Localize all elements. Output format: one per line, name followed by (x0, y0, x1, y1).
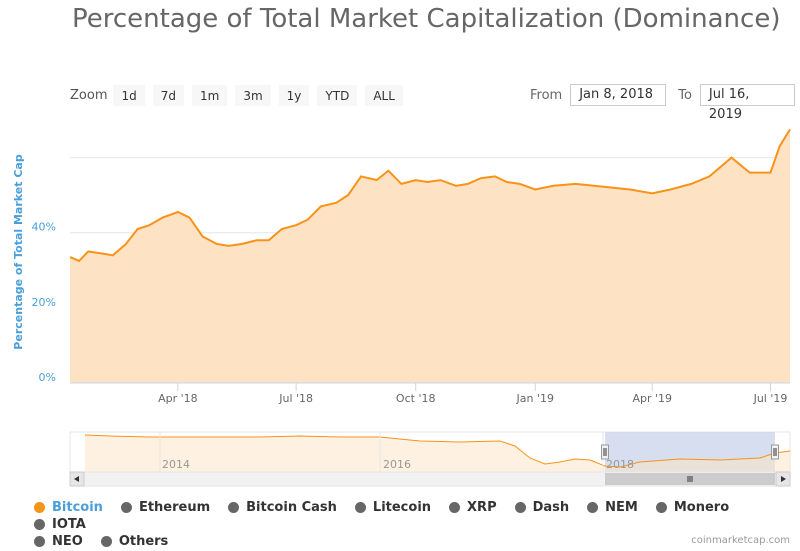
legend-item[interactable]: IOTA (34, 517, 86, 532)
legend-label: Monero (673, 500, 730, 515)
zoom-label: Zoom (70, 88, 108, 103)
navigator-area (85, 435, 790, 472)
legend-marker (228, 502, 240, 513)
legend-item[interactable]: NEO (34, 534, 83, 549)
legend-item[interactable]: Bitcoin (34, 500, 103, 515)
arrow-right-icon[interactable] (775, 471, 791, 487)
x-tick-label: Oct '18 (396, 392, 436, 405)
zoom-7d-button[interactable]: 7d (152, 85, 185, 106)
legend-marker (587, 502, 599, 513)
x-tick-label: Jan '19 (516, 392, 554, 405)
legend-label: Dash (532, 500, 570, 515)
navigator-label: 2014 (162, 458, 190, 471)
navigator-line (84, 434, 791, 468)
y-axis-title: Percentage of Total Market Cap (12, 154, 25, 350)
legend-marker (34, 519, 45, 530)
legend-item[interactable]: Monero (655, 500, 730, 515)
x-tick-label: Apr '19 (632, 392, 672, 405)
legend-marker (655, 502, 667, 513)
y-tick-label: 40% (32, 221, 56, 234)
navigator-label: 2016 (383, 458, 411, 471)
to-date-input[interactable]: Jul 16, 2019 (699, 84, 795, 122)
arrow-left-icon[interactable] (69, 471, 85, 487)
from-date-input[interactable]: Jan 8, 2018 (570, 84, 667, 106)
x-tick-label: Jul '19 (753, 392, 788, 405)
legend-marker (120, 502, 132, 513)
bitcoin-area (70, 129, 790, 383)
legend-marker (34, 502, 45, 513)
zoom-all-button[interactable]: ALL (365, 85, 403, 106)
legend-label: NEM (605, 500, 638, 515)
legend-item[interactable]: Litecoin (354, 500, 432, 515)
to-label: To (678, 87, 692, 103)
legend-item[interactable]: Bitcoin Cash (228, 500, 337, 515)
zoom-ytd-button[interactable]: YTD (317, 85, 358, 106)
legend-marker (449, 502, 461, 513)
chart-title: Percentage of Total Market Capitalizatio… (72, 4, 781, 34)
legend-label: Litecoin (372, 500, 432, 515)
bitcoin-line (69, 128, 791, 263)
legend-label: Others (118, 534, 169, 549)
legend-label: Bitcoin Cash (246, 500, 337, 515)
navigator[interactable]: 2014 2016 2018 (69, 431, 791, 473)
navigator-right-handle[interactable] (771, 444, 779, 460)
legend-label: Bitcoin (52, 500, 103, 515)
date-range: From Jan 8, 2018 To Jul 16, 2019 (530, 84, 795, 122)
y-tick-label: 20% (32, 296, 56, 309)
x-tick-label: Apr '18 (158, 392, 198, 405)
legend-item[interactable]: NEM (587, 500, 638, 515)
legend-label: IOTA (52, 517, 86, 532)
zoom-3m-button[interactable]: 3m (235, 85, 271, 106)
legend-label: NEO (52, 534, 83, 549)
legend-label: Ethereum (138, 500, 211, 515)
legend-item[interactable]: Others (100, 534, 169, 549)
navigator-label: 2018 (606, 458, 634, 471)
legend-marker (514, 502, 526, 513)
y-axis: 0% 20% 40% (32, 221, 56, 384)
legend-item[interactable]: XRP (449, 500, 497, 515)
legend-item[interactable]: Ethereum (120, 500, 211, 515)
credit-link[interactable]: coinmarketcap.com (691, 535, 790, 546)
y-tick-label: 0% (39, 371, 56, 384)
legend-label: XRP (467, 500, 497, 515)
x-axis: Apr '18 Jul '18 Oct '18 Jan '19 Apr '19 Jul '… (158, 383, 787, 405)
zoom-1y-button[interactable]: 1y (278, 85, 310, 106)
x-tick-label: Jul '18 (278, 392, 313, 405)
legend: Bitcoin Ethereum Bitcoin Cash Litecoin XRP Da… (34, 500, 794, 551)
from-label: From (530, 87, 563, 103)
scrollbar[interactable] (69, 471, 791, 487)
zoom-controls: Zoom 1d 7d 1m 3m 1y YTD ALL (70, 85, 411, 106)
zoom-1d-button[interactable]: 1d (113, 85, 145, 106)
navigator-left-handle[interactable] (601, 444, 609, 460)
legend-marker (100, 536, 112, 547)
legend-marker (34, 536, 45, 547)
zoom-1m-button[interactable]: 1m (192, 85, 228, 106)
legend-marker (354, 502, 366, 513)
grip-icon (687, 476, 693, 482)
dominance-chart: 0%20%40% Apr '18 Jul '18 Oct '18 Jan '19 Apr… (12, 128, 791, 487)
legend-item[interactable]: Dash (514, 500, 570, 515)
